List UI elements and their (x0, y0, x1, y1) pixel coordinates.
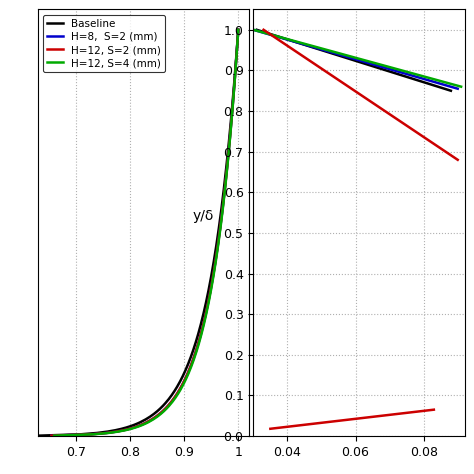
Baseline (220, 191, 226, 197)
Line: Baseline: Baseline (38, 30, 238, 436)
H=12, S=2 (mm) (236, 27, 241, 33)
H=8,  S=2 (mm) (222, 184, 228, 190)
H=12, S=2 (mm) (233, 65, 238, 71)
H=8,  S=2 (mm) (49, 433, 55, 438)
H=12, S=2 (mm) (88, 431, 94, 437)
H=12, S=4 (mm) (221, 192, 227, 198)
Baseline (78, 431, 83, 437)
H=12, S=2 (mm) (49, 433, 55, 438)
H=12, S=2 (mm) (221, 191, 227, 197)
Baseline (230, 91, 236, 96)
H=12, S=4 (mm) (236, 27, 241, 33)
H=8,  S=2 (mm) (233, 65, 238, 71)
Legend: Baseline, H=8,  S=2 (mm), H=12, S=2 (mm), H=12, S=4 (mm): Baseline, H=8, S=2 (mm), H=12, S=2 (mm),… (43, 15, 165, 73)
H=12, S=4 (mm) (222, 191, 228, 197)
Line: H=12, S=4 (mm): H=12, S=4 (mm) (54, 30, 238, 436)
H=12, S=4 (mm) (51, 433, 57, 438)
Baseline (221, 184, 227, 190)
H=12, S=2 (mm) (221, 192, 227, 198)
H=12, S=4 (mm) (233, 65, 238, 71)
H=8,  S=2 (mm) (221, 192, 227, 198)
Baseline (220, 192, 226, 198)
H=8,  S=2 (mm) (221, 191, 227, 197)
H=12, S=2 (mm) (231, 91, 237, 96)
H=8,  S=2 (mm) (231, 91, 237, 96)
H=12, S=2 (mm) (222, 184, 228, 190)
H=12, S=4 (mm) (222, 184, 228, 190)
Line: H=12, S=2 (mm): H=12, S=2 (mm) (52, 30, 238, 436)
H=12, S=4 (mm) (231, 91, 237, 96)
Line: H=8,  S=2 (mm): H=8, S=2 (mm) (52, 30, 238, 436)
Y-axis label: y/δ: y/δ (192, 209, 213, 223)
H=12, S=4 (mm) (91, 431, 96, 437)
H=8,  S=2 (mm) (236, 27, 241, 33)
H=8,  S=2 (mm) (88, 431, 94, 437)
Baseline (233, 65, 238, 71)
Baseline (35, 433, 41, 438)
Baseline (236, 27, 241, 33)
